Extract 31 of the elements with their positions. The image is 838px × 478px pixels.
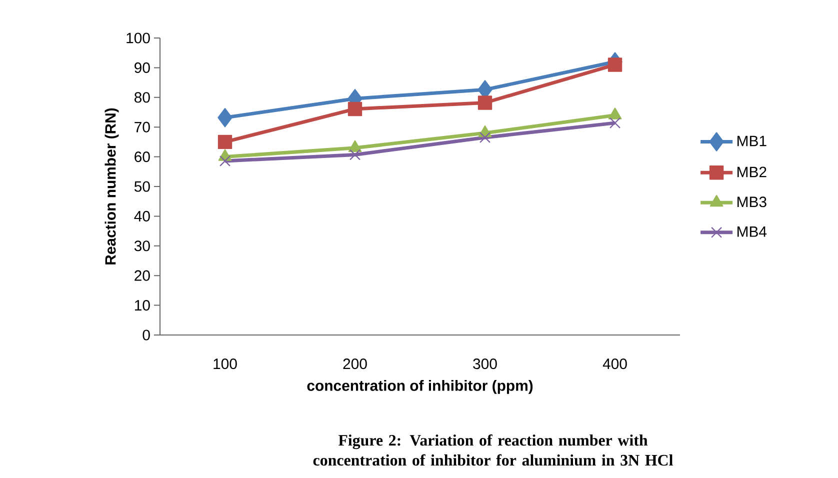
x-tick-label: 300 [473, 358, 497, 370]
y-tick-label: 30 [134, 240, 150, 252]
legend-label: MB2 [738, 166, 766, 178]
point [218, 108, 232, 128]
y-tick-label: 0 [142, 330, 150, 340]
y-tick-label: 50 [134, 181, 150, 192]
point [609, 117, 621, 128]
x-axis-title: concentration of inhibitor (ppm) [307, 380, 533, 394]
y-tick-label: 40 [134, 210, 150, 222]
x-tick-label: 200 [343, 358, 367, 370]
point [479, 132, 491, 144]
y-tick-label: 70 [134, 122, 150, 132]
caption: Figure 2: Variation of reaction number with concentration of inhibitor for aluminium in 3N HCl [313, 434, 673, 466]
y-tick-label: 90 [134, 62, 150, 73]
y-tick-label: 10 [135, 300, 150, 311]
y-tick-label: 80 [134, 92, 150, 103]
point [478, 96, 492, 110]
y-tick-label: 100 [126, 32, 150, 44]
y-tick-label: 20 [134, 270, 150, 281]
legend-label: MB1 [738, 136, 766, 146]
y-tick-label: 60 [134, 152, 150, 162]
legend-label: MB3 [738, 196, 766, 208]
point [219, 155, 231, 167]
legend-label: MB4 [738, 226, 767, 237]
point [608, 58, 622, 72]
point [348, 102, 362, 116]
point [349, 149, 361, 160]
y-axis-title: Reaction number (RN) [104, 108, 119, 264]
point [218, 134, 232, 150]
x-tick-label: 400 [602, 358, 627, 370]
x-tick-label: 100 [214, 358, 237, 370]
